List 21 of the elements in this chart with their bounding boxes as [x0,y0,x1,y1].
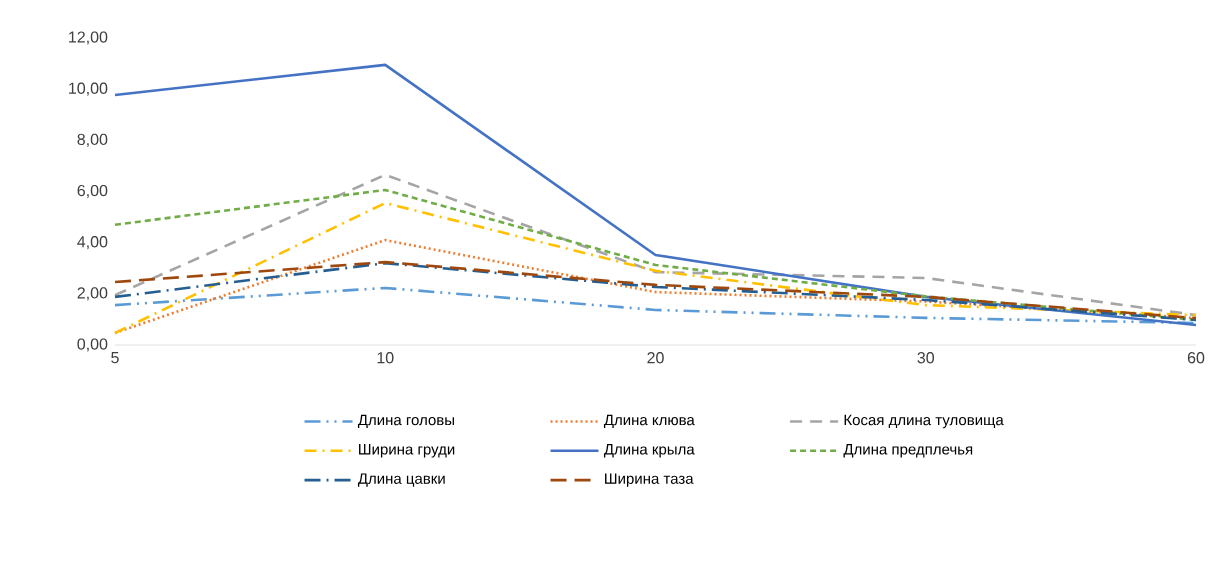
legend-label: Длина клюва [603,414,695,429]
y-tick-label: 8,00 [77,133,108,147]
legend-label: Длина головы [357,414,454,429]
legend-label: Длина предплечья [843,444,973,458]
y-tick-label: 6,00 [77,184,108,199]
x-tick-label: 60 [1187,352,1205,364]
legend-label: Длина цавки [357,473,445,487]
line-series [113,201,1198,335]
x-tick-label: 5 [111,352,119,364]
legend-label: Косая длина туловища [844,414,1004,429]
legend-label: Ширина груди [359,444,455,458]
y-tick-label: 2,00 [77,287,108,301]
legend-label: Длина крыла [603,444,695,458]
x-tick-label: 20 [647,352,664,364]
y-tick-label: 12,00 [69,31,108,45]
x-tick-label: 10 [377,352,394,364]
y-tick-label: 0,00 [77,338,108,352]
legend-label: Ширина таза [605,473,694,487]
y-tick-label: 4,00 [77,236,108,250]
x-tick-label: 30 [917,352,935,364]
y-tick-label: 10,00 [69,82,108,96]
